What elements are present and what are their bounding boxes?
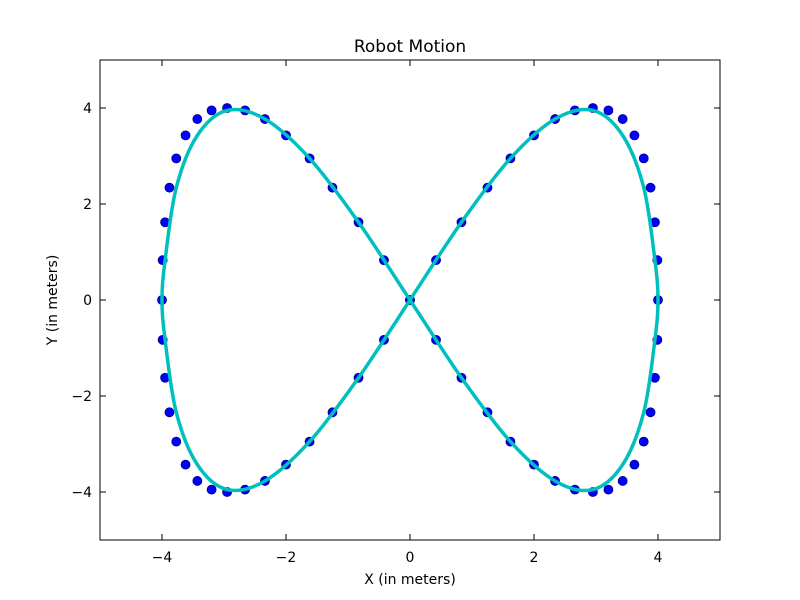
x-axis-title: X (in meters) (364, 572, 456, 588)
x-tick-label: 4 (654, 550, 663, 566)
trajectory-point (180, 130, 191, 141)
x-tick-label: −4 (152, 550, 173, 566)
y-tick-label: 2 (83, 197, 92, 213)
trajectory-point (206, 484, 217, 495)
trajectory-point (206, 105, 217, 116)
trajectory-point (645, 182, 656, 193)
trajectory-point (603, 484, 614, 495)
trajectory-point (645, 407, 656, 418)
trajectory-point (164, 182, 175, 193)
trajectory-point (617, 476, 628, 486)
trajectory-point (192, 114, 203, 124)
trajectory-line (160, 107, 660, 493)
y-tick-label: 0 (83, 293, 92, 309)
trajectory-point (617, 114, 628, 124)
chart-title: Robot Motion (354, 37, 466, 57)
trajectory-point (180, 459, 191, 470)
plot-area (157, 103, 663, 497)
y-tick-label: −4 (71, 485, 92, 501)
trajectory-point (629, 130, 640, 141)
trajectory-point (171, 153, 182, 164)
trajectory-point (171, 436, 182, 447)
x-tick-label: 2 (530, 550, 539, 566)
trajectory-point (164, 407, 175, 418)
trajectory-point (638, 153, 649, 164)
y-tick-label: 4 (83, 101, 92, 117)
trajectory-point (629, 459, 640, 470)
trajectory-point (603, 105, 614, 116)
trajectory-point (192, 476, 203, 486)
y-tick-label: −2 (71, 389, 92, 405)
trajectory-point (638, 436, 649, 447)
x-tick-label: 0 (406, 550, 415, 566)
y-axis-title: Y (in meters) (45, 255, 61, 347)
x-tick-label: −2 (276, 550, 297, 566)
axes: −4 −2 0 2 4 −4 −2 0 2 4 (71, 59, 721, 566)
